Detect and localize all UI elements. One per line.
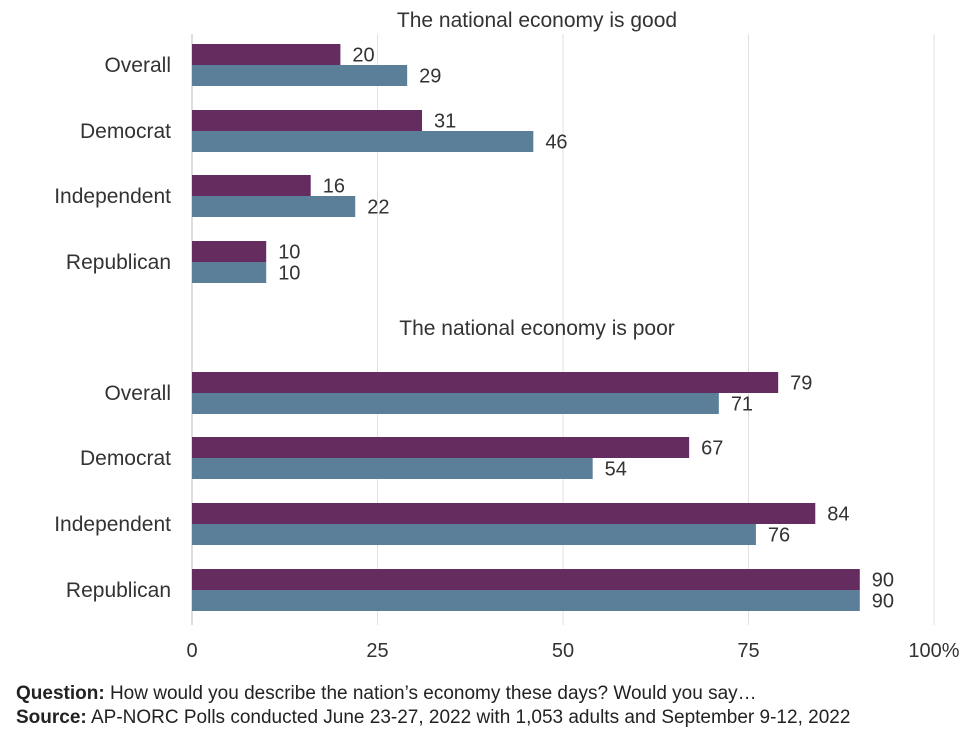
bar <box>192 262 267 283</box>
x-tick-label: 0 <box>186 640 197 662</box>
data-label: 84 <box>827 504 849 526</box>
data-label: 79 <box>790 373 812 395</box>
bar <box>192 372 779 393</box>
bar <box>192 458 593 479</box>
data-label: 10 <box>278 263 300 285</box>
category-label: Independent <box>54 513 171 536</box>
data-label: 10 <box>278 242 300 264</box>
x-tick-label: 25 <box>366 640 388 662</box>
chart-footer: Question: How would you describe the nat… <box>16 682 976 730</box>
x-tick-label: 50 <box>552 640 574 662</box>
bar <box>192 393 719 414</box>
source-note: Source: AP-NORC Polls conducted June 23-… <box>16 706 976 730</box>
bar <box>192 196 356 217</box>
question-note: Question: How would you describe the nat… <box>16 682 976 706</box>
bar <box>192 569 860 590</box>
data-label: 54 <box>605 459 627 481</box>
bar <box>192 503 816 524</box>
data-label: 90 <box>872 570 894 592</box>
bar <box>192 110 423 131</box>
data-label: 67 <box>701 438 723 460</box>
bar <box>192 241 267 262</box>
bar <box>192 175 311 196</box>
category-label: Overall <box>104 54 171 77</box>
source-label: Source: <box>16 707 87 728</box>
data-label: 20 <box>352 45 374 67</box>
category-label: Democrat <box>80 447 171 470</box>
category-label: Democrat <box>80 120 171 143</box>
question-text: How would you describe the nation’s econ… <box>104 683 757 704</box>
bar-chart: 0 25 50 75 100% The national economy is good O… <box>54 9 960 662</box>
bar <box>192 65 408 86</box>
panel-title: The national economy is good <box>397 9 677 32</box>
bar <box>192 131 534 152</box>
bar <box>192 524 756 545</box>
bar <box>192 44 341 65</box>
data-label: 31 <box>434 111 456 133</box>
panel-title: The national economy is poor <box>399 317 675 340</box>
category-label: Overall <box>104 382 171 405</box>
source-text: AP-NORC Polls conducted June 23-27, 2022… <box>86 707 851 728</box>
data-label: 71 <box>731 394 753 416</box>
category-label: Independent <box>54 185 171 208</box>
bar <box>192 437 690 458</box>
question-label: Question: <box>16 683 105 704</box>
data-label: 76 <box>768 525 790 547</box>
category-label: Republican <box>66 579 171 602</box>
data-label: 90 <box>872 591 894 613</box>
x-tick-label: 100% <box>908 640 959 662</box>
x-tick-label: 75 <box>737 640 759 662</box>
data-label: 16 <box>323 176 345 198</box>
bar <box>192 590 860 611</box>
data-label: 22 <box>367 197 389 219</box>
data-label: 46 <box>545 132 567 154</box>
category-label: Republican <box>66 251 171 274</box>
data-label: 29 <box>419 66 441 88</box>
